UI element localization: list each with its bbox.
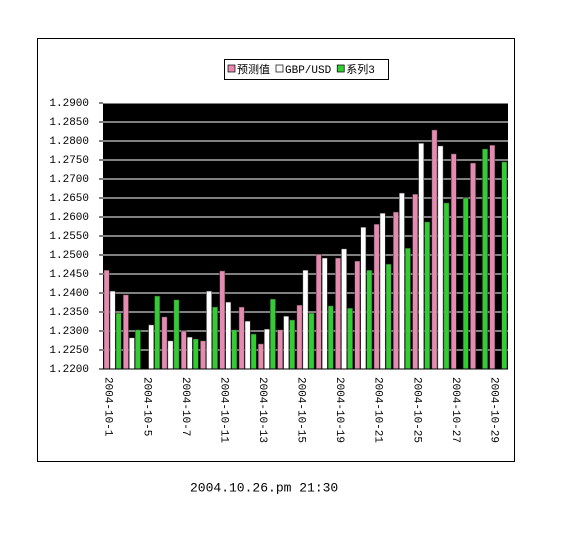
bar (231, 329, 238, 370)
bar (238, 306, 245, 370)
bar (393, 211, 399, 370)
y-tick-label: 1.2500 (49, 250, 89, 262)
bar (250, 333, 257, 370)
y-tick-label: 1.2350 (49, 307, 89, 319)
bar (405, 247, 411, 370)
legend-label: GBP/USD (285, 65, 332, 77)
bar (308, 312, 315, 370)
x-tick-label: 2004-10-25 (410, 377, 422, 443)
y-tick-label: 1.2700 (49, 174, 89, 186)
y-tick-label: 1.2250 (49, 345, 89, 357)
bar (450, 153, 457, 370)
bar (244, 320, 251, 370)
bar (385, 263, 392, 370)
bar (360, 227, 367, 370)
bar (412, 193, 419, 370)
bar (219, 270, 226, 370)
y-tick-label: 1.2200 (49, 364, 89, 376)
bar (489, 144, 496, 370)
y-tick-label: 1.2600 (49, 212, 89, 224)
y-tick-label: 1.2900 (49, 98, 89, 110)
bar (258, 343, 264, 370)
bar (335, 257, 341, 370)
bar (129, 337, 135, 370)
bar (167, 340, 174, 370)
bar (192, 338, 199, 370)
bar (270, 298, 276, 370)
bar (501, 161, 508, 370)
bar (315, 253, 322, 370)
bar (296, 304, 303, 370)
bar (482, 148, 488, 370)
bar (379, 212, 386, 370)
bar (462, 197, 469, 370)
x-tick-label: 2004-10-29 (487, 377, 499, 443)
bar (283, 315, 290, 370)
bar (327, 305, 334, 370)
bar (135, 329, 141, 370)
bar (443, 202, 450, 370)
y-tick-label: 1.2750 (49, 155, 89, 167)
x-tick-label: 2004-10-27 (449, 377, 461, 443)
bar (154, 295, 161, 370)
legend-swatch (227, 64, 236, 73)
bar (424, 221, 431, 370)
bar (212, 306, 218, 370)
legend-label: 系列3 (346, 62, 375, 77)
legend-box (224, 59, 389, 80)
bar (470, 162, 476, 370)
footer-text: 2004.10.26.pm 21:30 (190, 480, 338, 495)
bar (341, 248, 347, 370)
bar (180, 330, 187, 370)
bar (321, 257, 328, 370)
bar (418, 143, 425, 370)
bar (173, 299, 180, 370)
bar (264, 328, 270, 370)
bar (354, 260, 361, 370)
bar (115, 312, 122, 370)
bar (186, 336, 193, 370)
bar (206, 290, 212, 370)
legend-label: 预测值 (237, 63, 270, 77)
y-tick-label: 1.2400 (49, 288, 89, 300)
legend-swatch (275, 64, 284, 73)
bar (289, 319, 296, 370)
y-tick-label: 1.2450 (49, 269, 89, 281)
legend-swatch (336, 64, 345, 73)
bar (366, 269, 373, 370)
bar (347, 307, 353, 370)
y-tick-label: 1.2650 (49, 193, 89, 205)
x-tick-label: 2004-10-7 (179, 377, 191, 436)
bar (161, 316, 168, 370)
bar (431, 129, 438, 370)
x-tick-label: 2004-10-15 (295, 377, 307, 443)
x-tick-label: 2004-10-11 (217, 377, 229, 443)
x-tick-label: 2004-10-1 (102, 377, 114, 437)
x-tick-label: 2004-10-13 (256, 377, 268, 443)
bar (225, 301, 232, 370)
y-tick-label: 1.2850 (49, 117, 89, 129)
x-tick-label: 2004-10-21 (372, 377, 384, 443)
x-tick-label: 2004-10-5 (140, 377, 152, 436)
y-tick-label: 1.2800 (49, 136, 89, 148)
bar (200, 340, 206, 370)
y-tick-label: 1.2300 (49, 326, 89, 338)
bar (123, 294, 129, 370)
bar (148, 324, 155, 370)
y-tick-label: 1.2550 (49, 231, 89, 243)
bar (373, 223, 380, 370)
bar (399, 192, 405, 370)
x-tick-label: 2004-10-19 (333, 377, 345, 443)
bar (109, 290, 116, 370)
bar (302, 269, 309, 370)
bar (277, 329, 284, 370)
bar (437, 145, 444, 370)
bar (103, 269, 110, 370)
